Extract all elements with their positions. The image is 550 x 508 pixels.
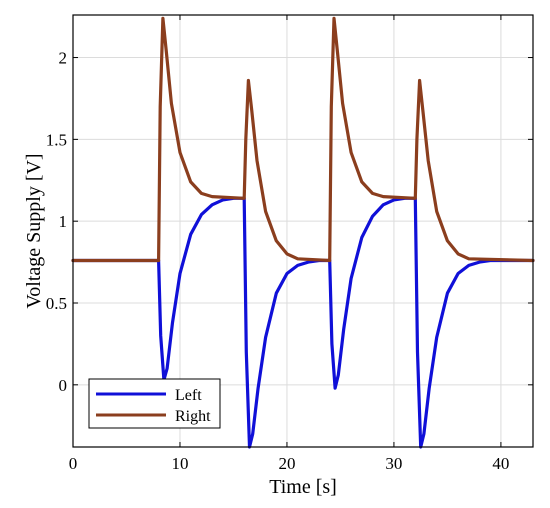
x-tick-label: 30 xyxy=(385,454,402,473)
y-axis-label: Voltage Supply [V] xyxy=(23,153,45,308)
y-tick-label: 1.5 xyxy=(46,130,67,149)
series-lines xyxy=(71,16,535,449)
legend-label-right: Right xyxy=(175,408,211,425)
legend-box xyxy=(88,378,221,429)
y-tick-label: 0 xyxy=(59,376,68,395)
x-axis-ticks: 0 10 20 30 40 xyxy=(69,15,509,473)
y-tick-label: 1 xyxy=(59,212,68,231)
x-tick-label: 0 xyxy=(69,454,78,473)
series-line-right xyxy=(71,16,535,263)
legend-label-left: Left xyxy=(175,387,202,404)
y-tick-label: 2 xyxy=(59,49,68,68)
x-tick-label: 20 xyxy=(278,454,295,473)
y-tick-label: 0.5 xyxy=(46,294,67,313)
x-axis-label: Time [s] xyxy=(269,476,337,498)
y-axis-ticks: 0 0.5 1 1.5 2 xyxy=(46,49,533,395)
legend: Left Right xyxy=(88,378,221,429)
x-tick-label: 10 xyxy=(171,454,188,473)
plot-area-frame xyxy=(72,14,534,448)
x-tick-label: 40 xyxy=(492,454,509,473)
